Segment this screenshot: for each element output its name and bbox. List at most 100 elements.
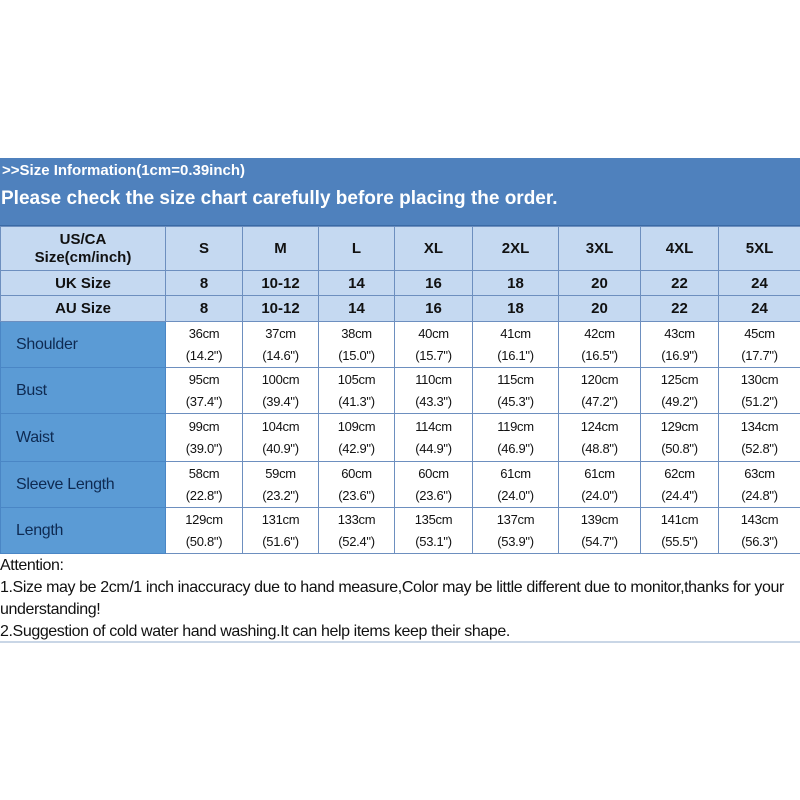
measurement-cell: 99cm (39.0"): [165, 413, 243, 462]
inch-value: (51.2"): [741, 393, 778, 409]
cm-value: 129cm: [185, 511, 223, 527]
size-header-cell: S: [165, 226, 243, 271]
measurement-cell: 115cm (45.3"): [472, 367, 559, 414]
inch-value: (45.3"): [497, 393, 534, 409]
measurement-cell: 141cm (55.5"): [640, 507, 719, 554]
cm-value: 37cm: [265, 325, 296, 341]
inch-value: (24.8"): [741, 487, 778, 503]
cm-value: 130cm: [740, 371, 779, 387]
inch-value: (52.8"): [741, 440, 778, 456]
inch-value: (44.9"): [415, 440, 452, 456]
inch-value: (53.9"): [497, 533, 534, 549]
au-size-cell: 10-12: [242, 295, 319, 322]
cm-value: 109cm: [337, 418, 376, 434]
measurement-label: Shoulder: [0, 321, 166, 368]
cm-value: 124cm: [580, 418, 619, 434]
inch-value: (15.0"): [338, 347, 375, 363]
measurement-cell: 59cm (23.2"): [242, 461, 319, 508]
measurement-cell: 114cm (44.9"): [394, 413, 473, 462]
au-size-cell: 20: [558, 295, 641, 322]
inch-value: (41.3"): [338, 393, 375, 409]
measurement-row: Bust 95cm (37.4") 100cm (39.4") 105cm (41.3") 1…: [0, 367, 800, 414]
measurement-cell: 134cm (52.8"): [718, 413, 800, 462]
inch-value: (14.6"): [262, 347, 299, 363]
inch-value: (15.7"): [415, 347, 452, 363]
inch-value: (39.0"): [185, 440, 223, 456]
size-header-cell: 4XL: [640, 226, 719, 271]
measurement-cell: 38cm (15.0"): [318, 321, 395, 368]
inch-value: (55.5"): [661, 533, 698, 549]
au-size-cell: 14: [318, 295, 395, 322]
inch-value: (42.9"): [338, 440, 375, 456]
size-header-cell: 3XL: [558, 226, 641, 271]
size-header-cell: L: [318, 226, 395, 271]
inch-value: (40.9"): [262, 440, 299, 456]
uk-size-cell: 10-12: [242, 270, 319, 296]
uk-size-cell: 8: [165, 270, 243, 296]
cm-value: 99cm: [188, 418, 220, 434]
cm-value: 60cm: [341, 465, 372, 481]
measurement-cell: 125cm (49.2"): [640, 367, 719, 414]
inch-value: (56.3"): [741, 533, 778, 549]
inch-value: (51.6"): [262, 533, 299, 549]
au-size-cell: 8: [165, 295, 243, 322]
size-header-cell: 2XL: [472, 226, 559, 271]
inch-value: (49.2"): [661, 393, 698, 409]
size-chart: >>Size Information(1cm=0.39inch) Please …: [0, 158, 800, 643]
cm-value: 133cm: [337, 511, 376, 527]
cm-value: 125cm: [660, 371, 699, 387]
measurement-label: Bust: [0, 367, 166, 414]
header-label-line: Size(cm/inch): [34, 248, 132, 266]
inch-value: (24.4"): [661, 487, 698, 503]
cm-value: 141cm: [660, 511, 699, 527]
cm-value: 110cm: [415, 371, 452, 387]
inch-value: (53.1"): [415, 533, 452, 549]
inch-value: (50.8"): [185, 533, 223, 549]
measurement-cell: 135cm (53.1"): [394, 507, 473, 554]
cm-value: 129cm: [660, 418, 699, 434]
au-size-cell: 18: [472, 295, 559, 322]
measurement-cell: 36cm (14.2"): [165, 321, 243, 368]
inch-value: (50.8"): [661, 440, 698, 456]
inch-value: (23.6"): [415, 487, 452, 503]
cm-value: 41cm: [500, 325, 531, 341]
uk-size-cell: 16: [394, 270, 473, 296]
measurement-cell: 43cm (16.9"): [640, 321, 719, 368]
cm-value: 61cm: [584, 465, 615, 481]
uk-size-row: UK Size 8 10-12 14 16 18 20 22 24: [0, 270, 800, 296]
header-bar: >>Size Information(1cm=0.39inch) Please …: [0, 158, 800, 226]
cm-value: 120cm: [580, 371, 619, 387]
cm-value: 137cm: [496, 511, 535, 527]
measurement-cell: 58cm (22.8"): [165, 461, 243, 508]
measurement-cell: 104cm (40.9"): [242, 413, 319, 462]
inch-value: (46.9"): [497, 440, 534, 456]
measurement-cell: 119cm (46.9"): [472, 413, 559, 462]
measurement-cell: 131cm (51.6"): [242, 507, 319, 554]
inch-value: (23.6"): [338, 487, 375, 503]
measurement-row: Waist 99cm (39.0") 104cm (40.9") 109cm (42.9")…: [0, 413, 800, 462]
inch-value: (37.4"): [185, 393, 223, 409]
cm-value: 63cm: [744, 465, 775, 481]
uk-size-cell: 14: [318, 270, 395, 296]
cm-value: 36cm: [188, 325, 220, 341]
inch-value: (22.8"): [185, 487, 223, 503]
cm-value: 62cm: [664, 465, 695, 481]
inch-value: (24.0"): [497, 487, 534, 503]
measurement-row: Length 129cm (50.8") 131cm (51.6") 133cm (52.4…: [0, 507, 800, 554]
size-header-cell: XL: [394, 226, 473, 271]
measurement-cell: 133cm (52.4"): [318, 507, 395, 554]
au-size-row: AU Size 8 10-12 14 16 18 20 22 24: [0, 295, 800, 322]
measurement-cell: 143cm (56.3"): [718, 507, 800, 554]
measurement-cell: 62cm (24.4"): [640, 461, 719, 508]
measurement-label: Length: [0, 507, 166, 554]
cm-value: 134cm: [740, 418, 779, 434]
measurement-cell: 95cm (37.4"): [165, 367, 243, 414]
inch-value: (16.1"): [497, 347, 534, 363]
cm-value: 59cm: [265, 465, 296, 481]
cm-value: 131cm: [261, 511, 300, 527]
measurement-cell: 42cm (16.5"): [558, 321, 641, 368]
inch-value: (39.4"): [262, 393, 299, 409]
measurement-cell: 129cm (50.8"): [640, 413, 719, 462]
inch-value: (54.7"): [581, 533, 618, 549]
size-chart-subtitle: Please check the size chart carefully be…: [1, 188, 558, 209]
